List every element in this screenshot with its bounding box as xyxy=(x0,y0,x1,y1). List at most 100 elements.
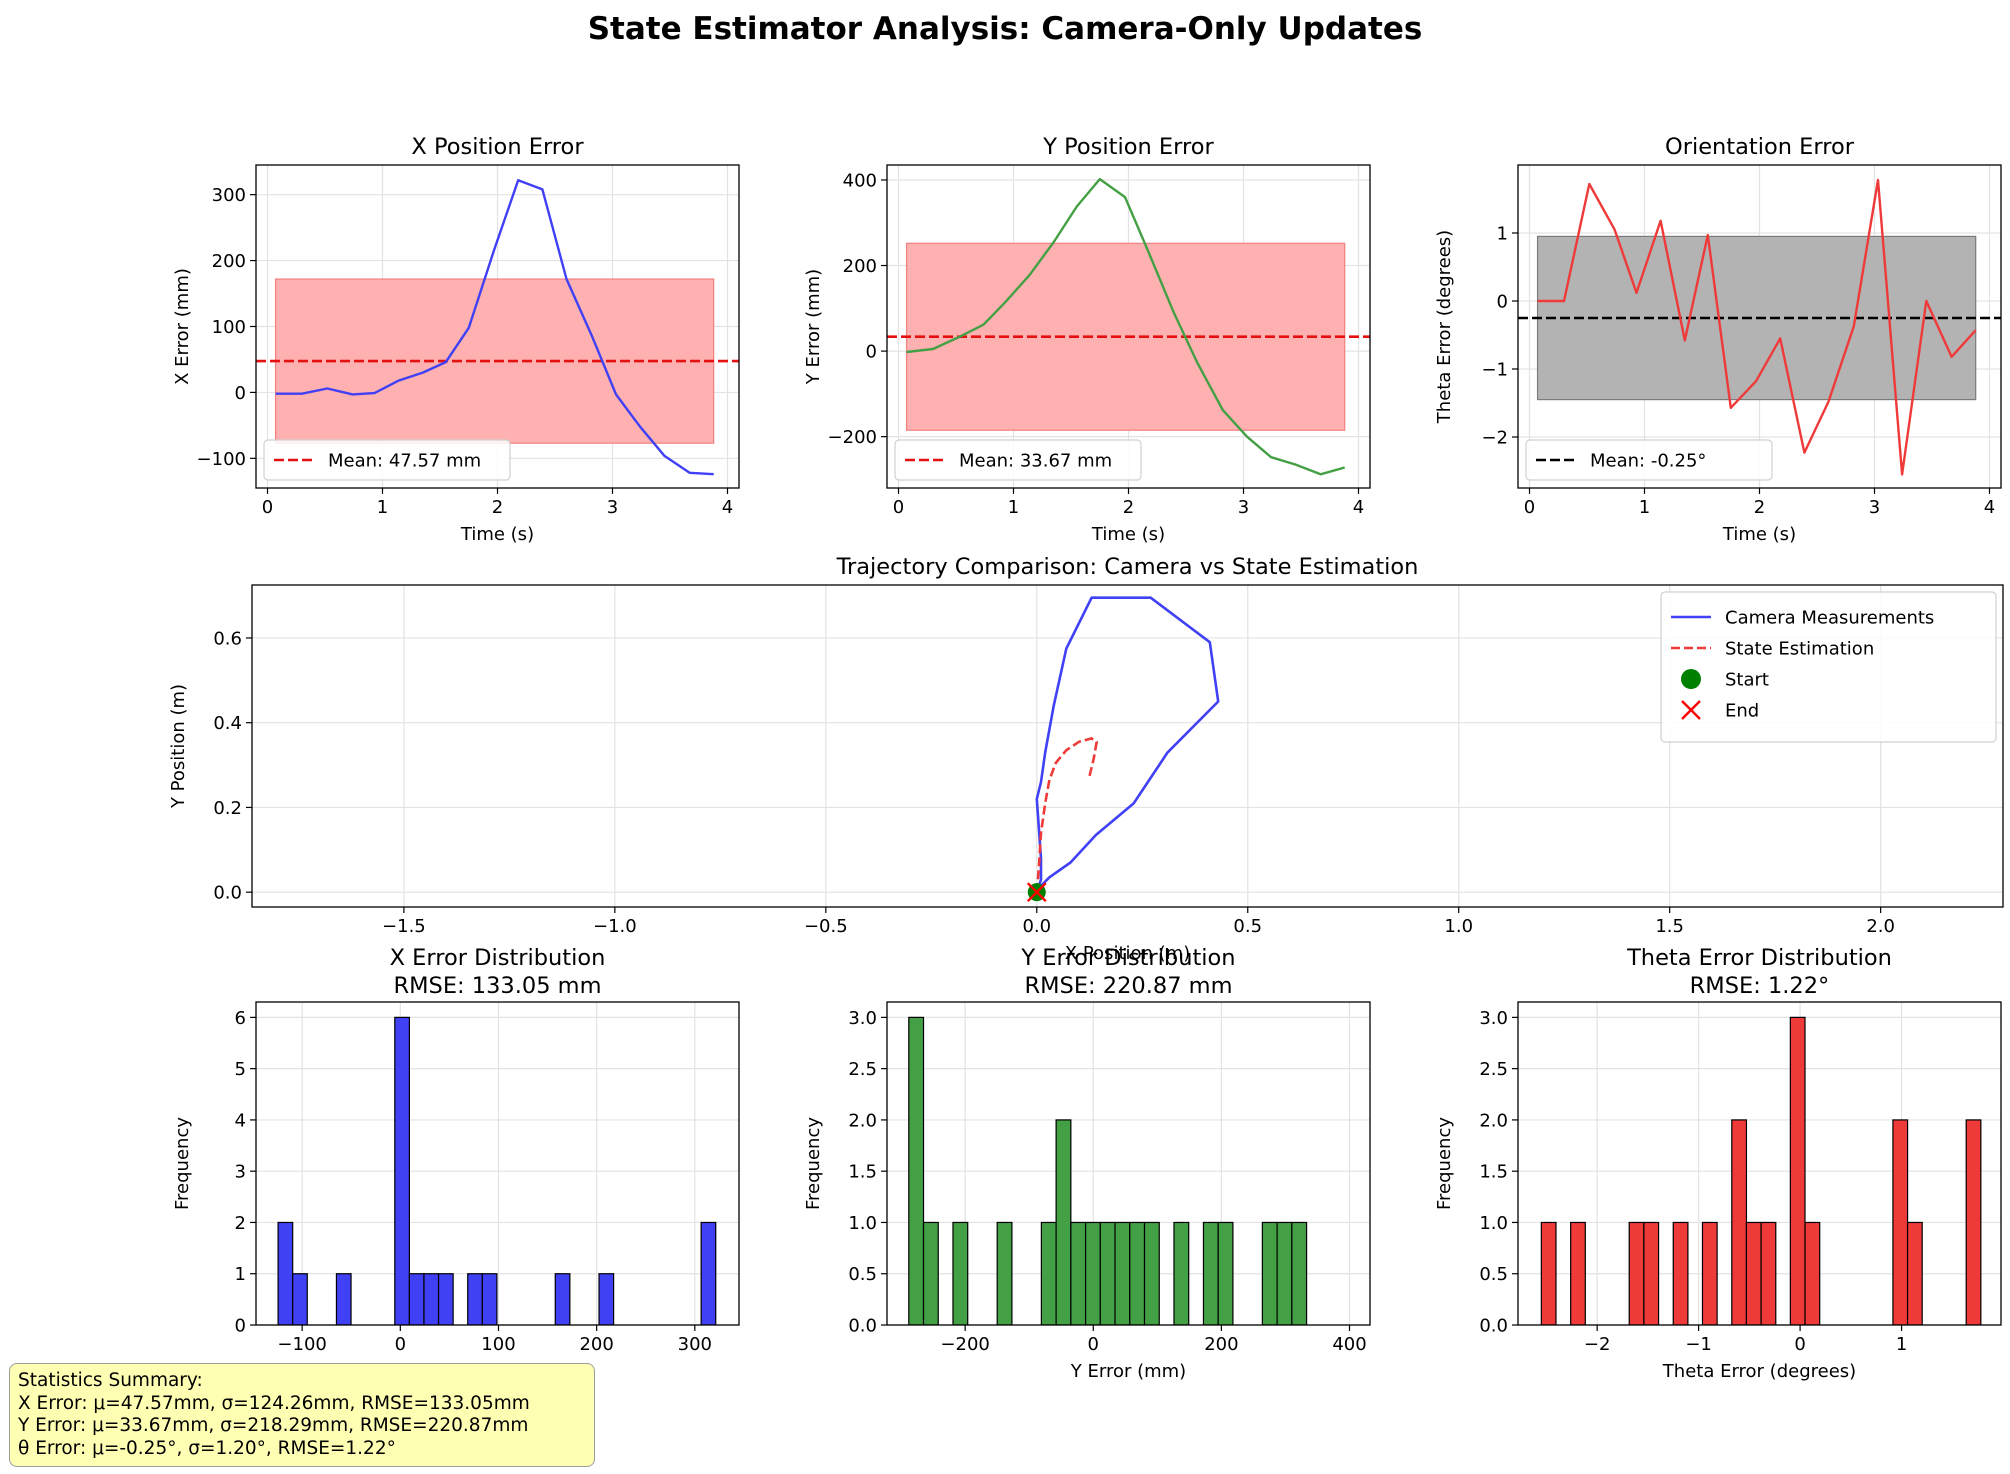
axes-frame xyxy=(255,1001,740,1326)
error-series-line xyxy=(1537,178,1977,476)
chart-title: Orientation Error xyxy=(1665,134,1855,160)
y-tick-label: 1.0 xyxy=(1479,1213,1508,1234)
histogram-bar xyxy=(408,1273,425,1325)
x-tick-label: −1.0 xyxy=(593,916,637,937)
x-tick-label: 2 xyxy=(1123,497,1134,518)
histogram-bar xyxy=(1701,1221,1718,1325)
axes-frame xyxy=(251,584,2004,908)
histogram-bar xyxy=(1628,1221,1645,1325)
legend-box xyxy=(894,439,1142,481)
y-tick-label: 0.0 xyxy=(848,1316,877,1337)
y-tick-label: 2.0 xyxy=(848,1110,877,1131)
x-tick-label: 2 xyxy=(1754,497,1765,518)
chart-title: Y Position Error xyxy=(1042,134,1214,160)
histogram-bar xyxy=(1731,1119,1748,1325)
histogram-bar xyxy=(1261,1221,1278,1325)
y-tick-label: 2.5 xyxy=(1479,1059,1508,1080)
histogram-bar xyxy=(1745,1221,1762,1325)
stats-heading: Statistics Summary: xyxy=(18,1370,203,1391)
plot-area xyxy=(1518,1002,2001,1325)
histogram-bar xyxy=(437,1273,454,1325)
legend-label-end: End xyxy=(1725,701,1759,722)
x-tick-label: 400 xyxy=(1332,1334,1366,1355)
x-tick-label: 1.5 xyxy=(1655,916,1684,937)
histogram-bar xyxy=(467,1273,483,1325)
stats-line-x: X Error: μ=47.57mm, σ=124.26mm, RMSE=133… xyxy=(18,1392,530,1414)
histogram-bar xyxy=(1906,1221,1923,1325)
y-tick-label: 1 xyxy=(235,1264,246,1285)
y-tick-label: 4 xyxy=(235,1110,246,1131)
plot-area xyxy=(252,585,2003,907)
legend-label-camera: Camera Measurements xyxy=(1725,608,1934,629)
x-tick-label: 1 xyxy=(1008,497,1019,518)
histogram-bar xyxy=(481,1273,498,1325)
x-tick-label: 0 xyxy=(1088,1334,1099,1355)
y-tick-label: 0.5 xyxy=(848,1264,877,1285)
x-tick-label: 1.0 xyxy=(1444,916,1473,937)
legend-label-start: Start xyxy=(1725,670,1769,691)
x-tick-label: −0.5 xyxy=(804,916,848,937)
histogram-bar xyxy=(952,1221,969,1325)
histogram-bar xyxy=(700,1221,717,1325)
y-tick-label: 5 xyxy=(235,1059,246,1080)
x-tick-label: −100 xyxy=(277,1334,326,1355)
y-tick-label: 0 xyxy=(235,1316,246,1337)
chart-subtitle: RMSE: 133.05 mm xyxy=(394,973,602,999)
plot-area xyxy=(887,165,1370,488)
histogram-bar xyxy=(1643,1221,1660,1325)
histogram-bar xyxy=(1084,1221,1101,1325)
histogram-bar xyxy=(1540,1221,1557,1325)
chart-title: Trajectory Comparison: Camera vs State E… xyxy=(836,554,1419,580)
histogram-bar xyxy=(292,1273,308,1325)
histogram-bar xyxy=(1099,1221,1116,1325)
y-tick-label: 2.5 xyxy=(848,1059,877,1080)
y-tick-label: −100 xyxy=(197,449,246,470)
y-tick-label: −1 xyxy=(1481,360,1508,381)
stats-line-theta: θ Error: μ=-0.25°, σ=1.20°, RMSE=1.22° xyxy=(18,1437,396,1459)
legend-box xyxy=(1525,439,1773,481)
chart-y-hist: −200 0 200 400 0.0 0.5 1.0 1.5 2.0 2.5 3.0 Y Error … xyxy=(803,945,1371,1382)
plot-area xyxy=(256,1002,739,1325)
histogram-bar xyxy=(1291,1221,1308,1325)
y-tick-label: 3.0 xyxy=(848,1008,877,1029)
chart-title: X Position Error xyxy=(411,134,584,160)
histogram-bar xyxy=(1129,1221,1146,1325)
histogram-bar xyxy=(1114,1221,1131,1325)
legend-label-estimation: State Estimation xyxy=(1725,639,1874,660)
x-tick-label: 0 xyxy=(395,1334,406,1355)
histogram-bar xyxy=(1892,1119,1909,1325)
y-axis-label: Y Position (m) xyxy=(168,684,189,809)
y-axis-label: Frequency xyxy=(803,1117,824,1210)
y-tick-label: 0.6 xyxy=(213,628,242,649)
x-tick-label: 2 xyxy=(492,497,503,518)
y-tick-label: −2 xyxy=(1481,428,1508,449)
y-tick-label: 0 xyxy=(235,383,246,404)
y-tick-label: 3 xyxy=(235,1162,246,1183)
x-tick-label: −1.5 xyxy=(382,916,426,937)
legend-label-mean: Mean: -0.25° xyxy=(1590,451,1706,472)
histogram-bar xyxy=(1789,1016,1806,1325)
x-axis-label: Theta Error (degrees) xyxy=(1662,1361,1856,1382)
histogram-bar xyxy=(1040,1221,1057,1325)
legend-swatch-end xyxy=(1681,700,1701,720)
x-tick-label: 3 xyxy=(607,497,618,518)
chart-title: Y Error Distribution xyxy=(1020,945,1235,971)
x-axis-label: Time (s) xyxy=(1722,524,1796,545)
x-tick-label: 300 xyxy=(678,1334,712,1355)
y-tick-label: 2 xyxy=(235,1213,246,1234)
error-series-line xyxy=(275,179,714,476)
histogram-bar xyxy=(1055,1119,1072,1325)
histogram-bar xyxy=(335,1273,352,1325)
chart-y-error: 0 1 2 3 4 −200 0 200 400 Time (s) Y Error (mm) Y Po… xyxy=(803,134,1371,545)
chart-trajectory: −1.5 −1.0 −0.5 0.0 0.5 1.0 1.5 2.0 0.0 0.2 0.4 0.6 X… xyxy=(168,554,2004,964)
y-tick-label: 1.0 xyxy=(848,1213,877,1234)
axes-frame xyxy=(1517,1001,2002,1326)
histogram-bar xyxy=(1173,1221,1190,1325)
histogram-bar xyxy=(1570,1221,1586,1325)
x-tick-label: 1 xyxy=(1639,497,1650,518)
histogram-bar xyxy=(922,1221,939,1325)
histogram-bar xyxy=(1217,1221,1234,1325)
x-tick-label: 4 xyxy=(722,497,733,518)
histogram-bar xyxy=(1143,1221,1160,1325)
